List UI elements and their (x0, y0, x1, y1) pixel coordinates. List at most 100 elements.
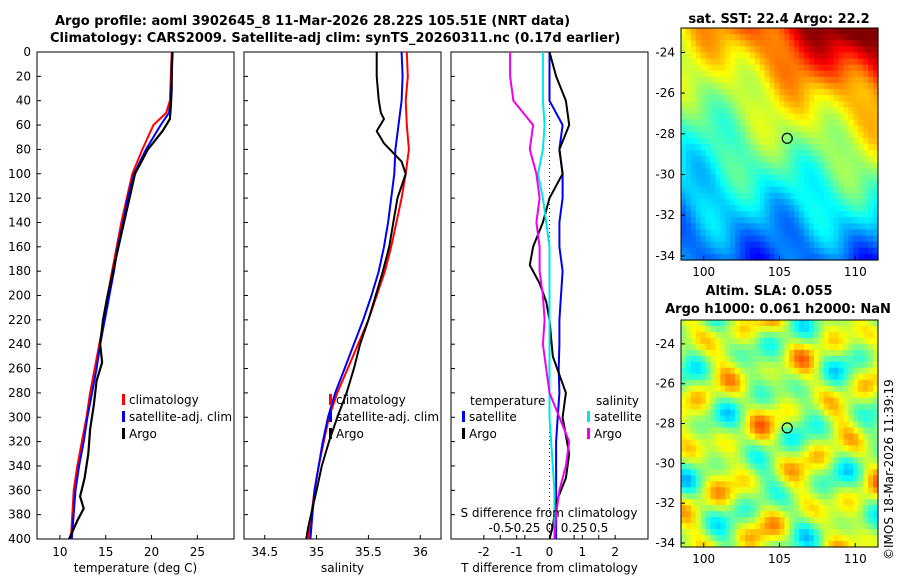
sst-map-cell (818, 46, 825, 54)
sla-map-cell (833, 373, 840, 381)
sla-map-cell (799, 457, 805, 464)
sla-map-cell (769, 457, 776, 464)
sla-map-cell (868, 331, 874, 339)
sla-map-cell (685, 325, 692, 333)
sst-map-cell (749, 162, 756, 170)
sst-map-cell (863, 64, 869, 72)
sst-map-cell (858, 119, 864, 127)
sla-map-cell (700, 349, 707, 357)
sla-map-cell (700, 409, 707, 417)
sla-map-cell (715, 367, 721, 375)
sst-map-cell (681, 64, 687, 72)
sla-map-cell (759, 517, 766, 524)
sla-map-cell (681, 541, 687, 548)
sst-map-cell (715, 137, 721, 145)
sla-map-cell (705, 331, 712, 339)
sla-map-cell (799, 337, 805, 345)
sla-map-cell (710, 499, 717, 506)
sla-map-cell (759, 475, 766, 482)
sla-map-cell (769, 349, 776, 357)
sla-map-cell (848, 331, 854, 339)
sst-map-cell (710, 223, 717, 231)
sla-map-cell (730, 320, 736, 327)
sst-map-cell (715, 34, 721, 41)
sst-map-cell (740, 58, 746, 66)
sst-map-cell (715, 217, 721, 224)
sst-map-cell (774, 198, 781, 206)
sst-map-cell (705, 174, 712, 182)
sla-map-cell (833, 355, 840, 363)
sst-map-cell (828, 119, 835, 127)
sst-map-cell (745, 34, 751, 41)
sst-map-cell (681, 205, 687, 212)
sst-map-cell (813, 137, 820, 145)
sla-map-cell (868, 373, 874, 381)
sst-map-cell (690, 205, 697, 212)
sla-map-cell (730, 469, 736, 476)
sla-map-cell (858, 451, 864, 458)
sla-map-cell (695, 541, 702, 548)
sla-map-cell (843, 463, 850, 470)
sst-map-cell (813, 113, 820, 121)
sst-map-cell (740, 82, 746, 90)
sst-map-cell (853, 131, 859, 139)
sla-map-cell (710, 373, 717, 381)
sla-map-cell (799, 385, 805, 393)
sst-map-cell (843, 198, 850, 206)
sst-map-cell (794, 125, 800, 133)
sla-map-cell (828, 457, 835, 464)
sst-map-cell (794, 64, 800, 72)
sst-map-cell (848, 58, 854, 66)
sst-map-cell (740, 101, 746, 108)
sst-map-cell (868, 64, 874, 72)
sst-map-cell (848, 174, 854, 182)
sst-map-cell (740, 144, 746, 151)
sst-map-cell (764, 217, 771, 224)
sla-map-title-line1: Altim. SLA: 0.055 (706, 284, 833, 299)
sla-map-cell (681, 487, 687, 494)
sla-map-cell (863, 343, 869, 351)
sst-map-cell (779, 58, 786, 66)
sst-map-cell (843, 156, 850, 163)
sst-map-cell (705, 211, 712, 218)
sst-map-cell (685, 162, 692, 170)
sla-map-cell (754, 427, 761, 435)
sst-map-cell (681, 34, 687, 41)
sst-map-cell (681, 131, 687, 139)
sla-map-cell (769, 499, 776, 506)
sla-map-cell (720, 523, 726, 530)
sst-map-cell (799, 70, 805, 78)
sla-map-cell (681, 343, 687, 351)
sst-map-cell (754, 186, 761, 194)
sla-map-cell (838, 523, 845, 530)
sst-map-cell (690, 95, 697, 102)
sla-map-cell (720, 427, 726, 435)
sla-map-cell (833, 475, 840, 482)
sst-map-cell (690, 101, 697, 108)
sst-map-cell (695, 95, 702, 102)
sst-map-cell (730, 76, 736, 84)
sst-map-cell (799, 144, 805, 151)
sla-map-cell (774, 361, 781, 369)
sla-map-cell (863, 325, 869, 333)
sla-map-cell (754, 529, 761, 536)
sst-map-cell (858, 192, 864, 200)
sst-map-cell (759, 89, 766, 96)
sst-map-cell (690, 107, 697, 115)
sst-map-cell (685, 95, 692, 102)
sla-map-cell (740, 361, 746, 369)
sla-map-cell (690, 385, 697, 393)
sst-map-cell (735, 205, 741, 212)
sst-map-cell (863, 168, 869, 176)
sst-map-cell (784, 70, 790, 78)
sst-map-cell (863, 211, 869, 218)
sla-map-cell (809, 499, 815, 506)
sla-map-cell (705, 343, 712, 351)
sla-map-cell (740, 427, 746, 435)
sla-map-cell (754, 403, 761, 411)
sla-map-cell (730, 541, 736, 548)
sla-map-cell (700, 505, 707, 512)
sla-map-cell (740, 409, 746, 417)
sla-map-cell (774, 511, 781, 518)
sst-map-cell (725, 137, 731, 145)
